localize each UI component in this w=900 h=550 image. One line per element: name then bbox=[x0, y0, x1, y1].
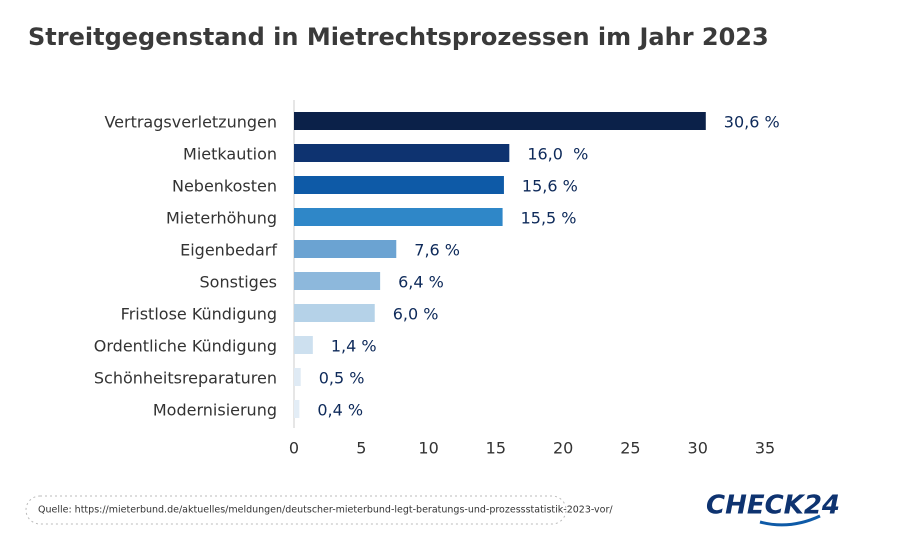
bar bbox=[294, 208, 503, 226]
x-tick-label: 5 bbox=[356, 439, 366, 458]
category-label: Ordentliche Kündigung bbox=[94, 337, 277, 356]
value-label: 30,6 % bbox=[724, 113, 780, 132]
value-label: 15,5 % bbox=[521, 209, 577, 228]
x-tick-label: 0 bbox=[289, 439, 299, 458]
category-label: Mietkaution bbox=[183, 145, 277, 164]
x-tick-label: 30 bbox=[688, 439, 708, 458]
bar bbox=[294, 112, 706, 130]
x-tick-label: 20 bbox=[553, 439, 573, 458]
bar bbox=[294, 176, 504, 194]
bar bbox=[294, 144, 510, 162]
bar bbox=[294, 336, 313, 354]
x-tick-label: 35 bbox=[755, 439, 775, 458]
category-label: Sonstiges bbox=[200, 273, 277, 292]
bar bbox=[294, 304, 375, 322]
category-label: Schönheitsreparaturen bbox=[94, 369, 277, 388]
x-tick-label: 15 bbox=[486, 439, 506, 458]
category-label: Modernisierung bbox=[153, 401, 277, 420]
category-label: Nebenkosten bbox=[172, 177, 277, 196]
value-label: 6,0 % bbox=[393, 305, 439, 324]
bar bbox=[294, 272, 381, 290]
bar bbox=[294, 240, 397, 258]
source-box bbox=[25, 495, 567, 525]
value-label: 1,4 % bbox=[331, 337, 377, 356]
value-label: 7,6 % bbox=[414, 241, 460, 260]
category-label: Eigenbedarf bbox=[180, 241, 277, 260]
value-label: 0,5 % bbox=[319, 369, 365, 388]
bar bbox=[294, 368, 301, 386]
logo-swoosh bbox=[759, 514, 821, 527]
bar bbox=[294, 400, 300, 418]
value-label: 0,4 % bbox=[317, 401, 363, 420]
category-label: Fristlose Kündigung bbox=[121, 305, 277, 324]
x-tick-label: 25 bbox=[620, 439, 640, 458]
value-label: 16,0 % bbox=[527, 145, 588, 164]
chart-title: Streitgegenstand in Mietrechtsprozessen … bbox=[28, 23, 769, 51]
value-label: 15,6 % bbox=[522, 177, 578, 196]
x-tick-label: 10 bbox=[418, 439, 438, 458]
source: Quelle: https://mieterbund.de/aktuelles/… bbox=[38, 505, 613, 516]
category-label: Vertragsverletzungen bbox=[104, 113, 277, 132]
category-label: Mieterhöhung bbox=[166, 209, 277, 228]
value-label: 6,4 % bbox=[398, 273, 444, 292]
